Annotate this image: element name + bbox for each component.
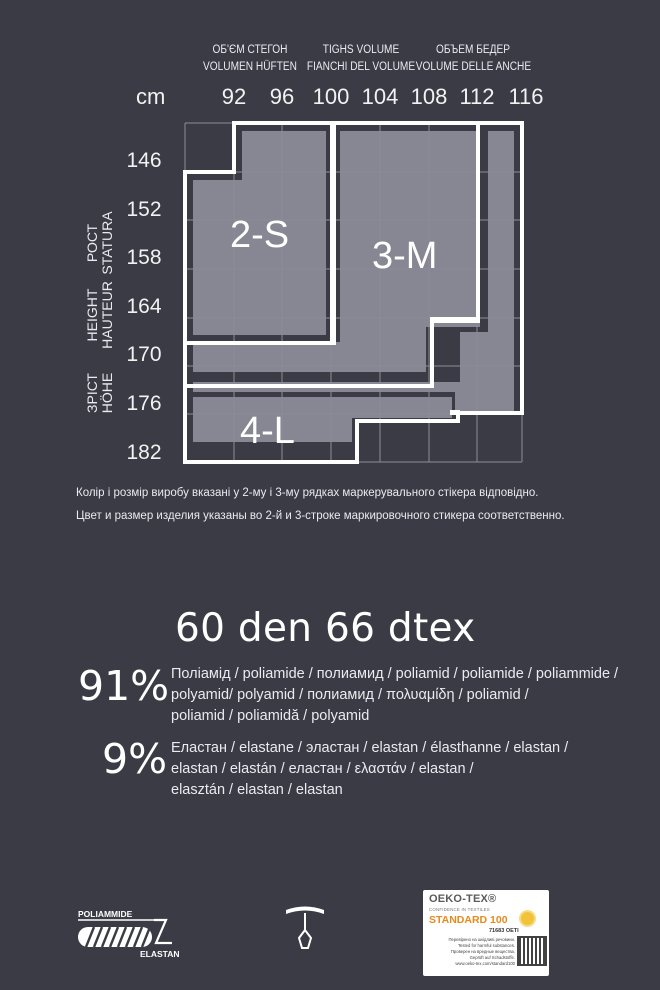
size-label-3m: 3-M [372,235,437,277]
hip-value-112: 112 [459,84,495,109]
size-region-3m-fill [193,131,480,372]
note-ukrainian: Колір і розмір виробу вказані у 2-му і 3… [76,487,539,499]
oeko-tex-flower-icon [521,912,534,925]
hip-value-108: 108 [410,84,448,109]
note-russian: Цвет и размер изделия указаны во 2-й и 3… [76,510,565,522]
hip-value-116: 116 [508,84,544,109]
polyamide-percent: 91% [78,662,170,710]
oeko-tex-statements: Перевірено на шкідливі речовини. Tested … [448,937,516,966]
fabric-icon-bottom-label: ELASTAN [140,949,180,959]
fabric-composition-icon: POLIAMMIDE ELASTAN [78,909,180,959]
height-axis-label-height: HEIGHT HAUTEUR [84,281,115,349]
hip-volume-header-2: TIGHS VOLUME FIANCHI DEL VOLUME [306,44,416,73]
size-region-3m-shadow [193,131,514,412]
size-region-2s-outline [183,121,336,345]
unit-label: cm [136,84,166,109]
height-value-164: 164 [126,295,162,318]
size-grid [184,122,523,463]
density-value: 60 den 66 dtex [175,606,476,651]
oeko-tex-tagline: CONFIDENCE IN TEXTILES [429,907,490,912]
size-label-2s: 2-S [230,214,289,256]
size-region-2s-fill [193,131,326,335]
fabric-icon-top-label: POLIAMMIDE [78,909,133,919]
height-value-152: 152 [126,198,162,221]
hip-volume-header-3: ОБЪЕМ БЕДЕР VOLUME DELLE ANCHE [415,44,532,73]
hip-value-104: 104 [361,84,399,109]
hip-value-96: 96 [269,84,295,109]
hip-volume-header-1: ОБ'ЄМ СТЕГОН VOLUMEN HÜFTEN [203,44,297,73]
polyamide-names: Поліамід / poliamide / полиамид / poliam… [171,666,619,724]
oeko-tex-label: OEKO-TEX® CONFIDENCE IN TEXTILES STANDAR… [423,890,549,976]
size-region-4l-fill [193,397,452,442]
size-label-4l: 4-L [240,410,295,452]
height-value-182: 182 [126,441,162,464]
elastane-names: Еластан / elastane / эластан / elastan /… [171,740,569,798]
size-region-3m-outline [183,121,480,388]
qr-code-icon [517,936,547,966]
height-axis-label-zrist: ЗРІСТ HÖHE [84,372,115,414]
oeko-tex-brand: OEKO-TEX® [429,893,497,905]
height-value-158: 158 [126,246,162,269]
height-value-146: 146 [126,149,162,172]
oeko-tex-code: 71683 OETI [489,928,519,934]
hip-value-100: 100 [312,84,350,109]
elastane-percent: 9% [102,735,168,783]
height-value-170: 170 [126,343,162,366]
height-value-176: 176 [126,392,162,415]
hanger-icon [286,906,324,949]
yarn-stripes-icon [78,926,152,948]
oeko-tex-standard: STANDARD 100 [429,914,508,926]
hip-value-92: 92 [221,84,247,109]
size-region-4l-outline [183,121,524,464]
